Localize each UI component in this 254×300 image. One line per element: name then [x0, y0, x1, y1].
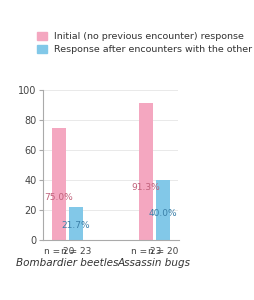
- Text: 21.7%: 21.7%: [61, 221, 90, 230]
- Text: 40.0%: 40.0%: [148, 208, 177, 217]
- Bar: [138, 103, 153, 240]
- Text: Bombardier beetles: Bombardier beetles: [16, 258, 118, 268]
- Legend: Initial (no previous encounter) response, Response after encounters with the oth: Initial (no previous encounter) response…: [37, 32, 254, 54]
- Bar: [155, 180, 169, 240]
- Bar: [68, 208, 83, 240]
- Text: n = 23: n = 23: [60, 248, 91, 256]
- Text: 91.3%: 91.3%: [131, 184, 160, 193]
- Text: 75.0%: 75.0%: [44, 193, 73, 202]
- Bar: [52, 128, 66, 240]
- Text: n = 20: n = 20: [147, 248, 177, 256]
- Text: n = 20: n = 20: [44, 248, 74, 256]
- Text: Assassin bugs: Assassin bugs: [117, 258, 190, 268]
- Text: n = 23: n = 23: [130, 248, 161, 256]
